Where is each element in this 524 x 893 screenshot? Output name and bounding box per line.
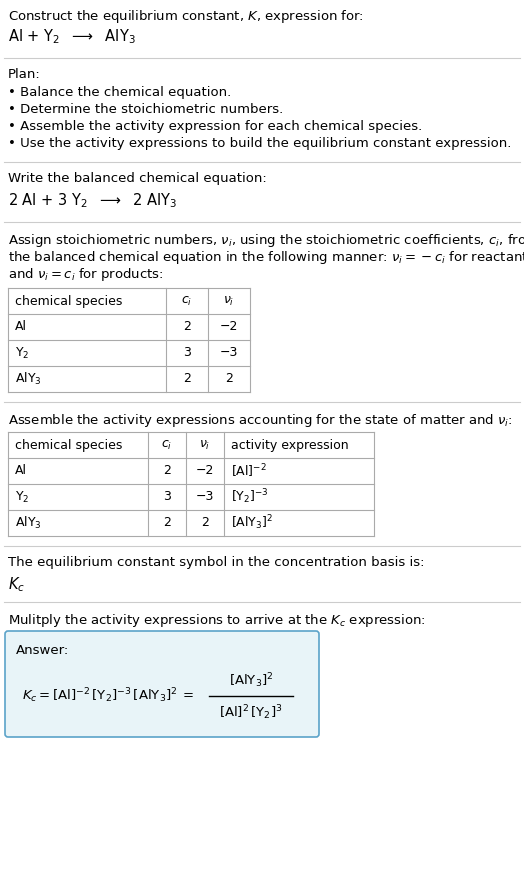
Text: 2: 2 xyxy=(183,321,191,333)
Text: Write the balanced chemical equation:: Write the balanced chemical equation: xyxy=(8,172,267,185)
Text: 3: 3 xyxy=(183,346,191,360)
Text: chemical species: chemical species xyxy=(15,295,123,307)
Text: Assign stoichiometric numbers, $\nu_i$, using the stoichiometric coefficients, $: Assign stoichiometric numbers, $\nu_i$, … xyxy=(8,232,524,249)
Text: $\nu_i$: $\nu_i$ xyxy=(223,295,235,307)
Text: AlY$_3$: AlY$_3$ xyxy=(15,371,41,387)
FancyBboxPatch shape xyxy=(5,631,319,737)
Text: $\mathrm{[AlY_3]}^2$: $\mathrm{[AlY_3]}^2$ xyxy=(228,672,274,690)
Text: Plan:: Plan: xyxy=(8,68,41,81)
Text: $K_c = \mathrm{[Al]}^{-2}\,\mathrm{[Y_2]}^{-3}\,\mathrm{[AlY_3]}^2\;=$: $K_c = \mathrm{[Al]}^{-2}\,\mathrm{[Y_2]… xyxy=(22,687,194,705)
Text: Answer:: Answer: xyxy=(16,644,69,657)
Text: Al: Al xyxy=(15,464,27,478)
Text: $\mathrm{[Al]}^2\,\mathrm{[Y_2]}^3$: $\mathrm{[Al]}^2\,\mathrm{[Y_2]}^3$ xyxy=(219,704,283,722)
Text: 2 Al + 3 Y$_2$  $\longrightarrow$  2 AlY$_3$: 2 Al + 3 Y$_2$ $\longrightarrow$ 2 AlY$_… xyxy=(8,191,178,210)
Text: −2: −2 xyxy=(220,321,238,333)
Text: [AlY$_3$]$^{2}$: [AlY$_3$]$^{2}$ xyxy=(231,513,273,532)
Text: The equilibrium constant symbol in the concentration basis is:: The equilibrium constant symbol in the c… xyxy=(8,556,424,569)
Text: $c_i$: $c_i$ xyxy=(161,438,172,452)
Text: • Balance the chemical equation.: • Balance the chemical equation. xyxy=(8,86,231,99)
Text: chemical species: chemical species xyxy=(15,438,123,452)
Text: activity expression: activity expression xyxy=(231,438,348,452)
Text: [Y$_2$]$^{-3}$: [Y$_2$]$^{-3}$ xyxy=(231,488,269,506)
Text: 2: 2 xyxy=(163,516,171,530)
Text: 2: 2 xyxy=(163,464,171,478)
Text: the balanced chemical equation in the following manner: $\nu_i = -c_i$ for react: the balanced chemical equation in the fo… xyxy=(8,249,524,266)
Text: 2: 2 xyxy=(201,516,209,530)
Text: and $\nu_i = c_i$ for products:: and $\nu_i = c_i$ for products: xyxy=(8,266,163,283)
Text: −3: −3 xyxy=(196,490,214,504)
Text: [Al]$^{-2}$: [Al]$^{-2}$ xyxy=(231,463,267,480)
Text: 2: 2 xyxy=(183,372,191,386)
Text: Y$_2$: Y$_2$ xyxy=(15,346,29,361)
Text: −2: −2 xyxy=(196,464,214,478)
Text: Assemble the activity expressions accounting for the state of matter and $\nu_i$: Assemble the activity expressions accoun… xyxy=(8,412,512,429)
Text: Mulitply the activity expressions to arrive at the $K_c$ expression:: Mulitply the activity expressions to arr… xyxy=(8,612,426,629)
Text: $K_c$: $K_c$ xyxy=(8,575,25,594)
Text: AlY$_3$: AlY$_3$ xyxy=(15,515,41,531)
Text: −3: −3 xyxy=(220,346,238,360)
Text: $\nu_i$: $\nu_i$ xyxy=(199,438,211,452)
Text: • Assemble the activity expression for each chemical species.: • Assemble the activity expression for e… xyxy=(8,120,422,133)
Text: Y$_2$: Y$_2$ xyxy=(15,489,29,505)
Text: • Use the activity expressions to build the equilibrium constant expression.: • Use the activity expressions to build … xyxy=(8,137,511,150)
Text: $c_i$: $c_i$ xyxy=(181,295,193,307)
Text: 3: 3 xyxy=(163,490,171,504)
Text: Al + Y$_2$  $\longrightarrow$  AlY$_3$: Al + Y$_2$ $\longrightarrow$ AlY$_3$ xyxy=(8,27,136,46)
Text: Construct the equilibrium constant, $K$, expression for:: Construct the equilibrium constant, $K$,… xyxy=(8,8,364,25)
Text: • Determine the stoichiometric numbers.: • Determine the stoichiometric numbers. xyxy=(8,103,283,116)
Text: 2: 2 xyxy=(225,372,233,386)
Text: Al: Al xyxy=(15,321,27,333)
